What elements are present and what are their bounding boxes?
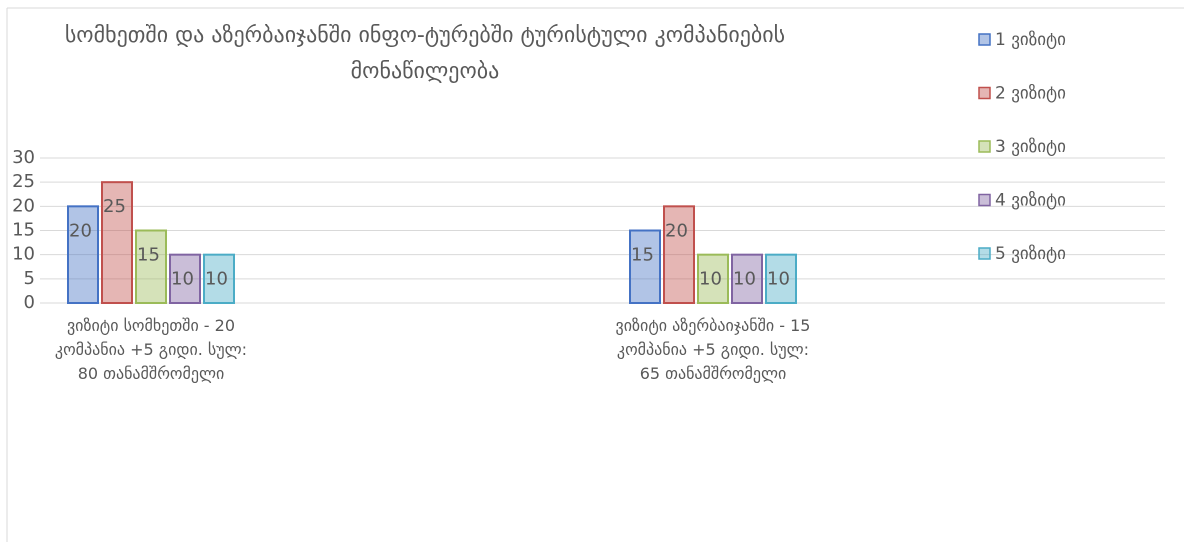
y-tick-label: 25	[12, 171, 35, 192]
data-label: 15	[631, 245, 654, 266]
legend-label: 1 ვიზიტი	[995, 30, 1066, 50]
x-tick-label: ვიზიტი სომხეთში - 20 კომპანია +5 გიდი. ს…	[54, 316, 248, 383]
y-tick-label: 20	[12, 195, 35, 216]
y-tick-label: 5	[24, 268, 35, 289]
x-tick-label: ვიზიტი აზერბაიჯანში - 15 კომპანია +5 გიდ…	[615, 316, 811, 383]
data-label: 15	[137, 245, 160, 266]
data-label: 10	[733, 269, 756, 290]
bar	[697, 253, 729, 305]
legend-label: 3 ვიზიტი	[995, 137, 1066, 157]
legend-swatch	[978, 33, 991, 46]
chart-title: სომხეთში და აზერბაიჯანში ინფო-ტურებში ტუ…	[64, 23, 786, 84]
bar	[765, 253, 797, 305]
legend-label: 2 ვიზიტი	[995, 84, 1066, 104]
data-label: 10	[171, 269, 194, 290]
bar	[203, 253, 235, 305]
legend-label: 5 ვიზიტი	[995, 244, 1066, 264]
legend-label: 4 ვიზიტი	[995, 191, 1066, 211]
legend-swatch	[978, 86, 991, 100]
bar	[135, 229, 167, 304]
data-label: 10	[699, 269, 722, 290]
y-tick-label: 15	[12, 220, 35, 241]
legend-swatch	[978, 193, 991, 207]
bar	[629, 229, 661, 304]
data-label: 10	[767, 269, 790, 290]
data-label: 25	[103, 196, 126, 217]
data-label: 10	[205, 269, 228, 290]
data-label: 20	[69, 220, 92, 241]
bar	[101, 181, 133, 305]
y-tick-label: 30	[12, 147, 35, 168]
bar	[663, 205, 695, 304]
y-tick-label: 10	[12, 244, 35, 265]
legend-swatch	[978, 140, 991, 153]
y-tick-label: 0	[24, 292, 35, 313]
data-label: 20	[665, 220, 688, 241]
bar	[731, 253, 763, 305]
bar	[169, 253, 201, 305]
bar	[67, 205, 99, 304]
legend-swatch	[978, 247, 991, 260]
